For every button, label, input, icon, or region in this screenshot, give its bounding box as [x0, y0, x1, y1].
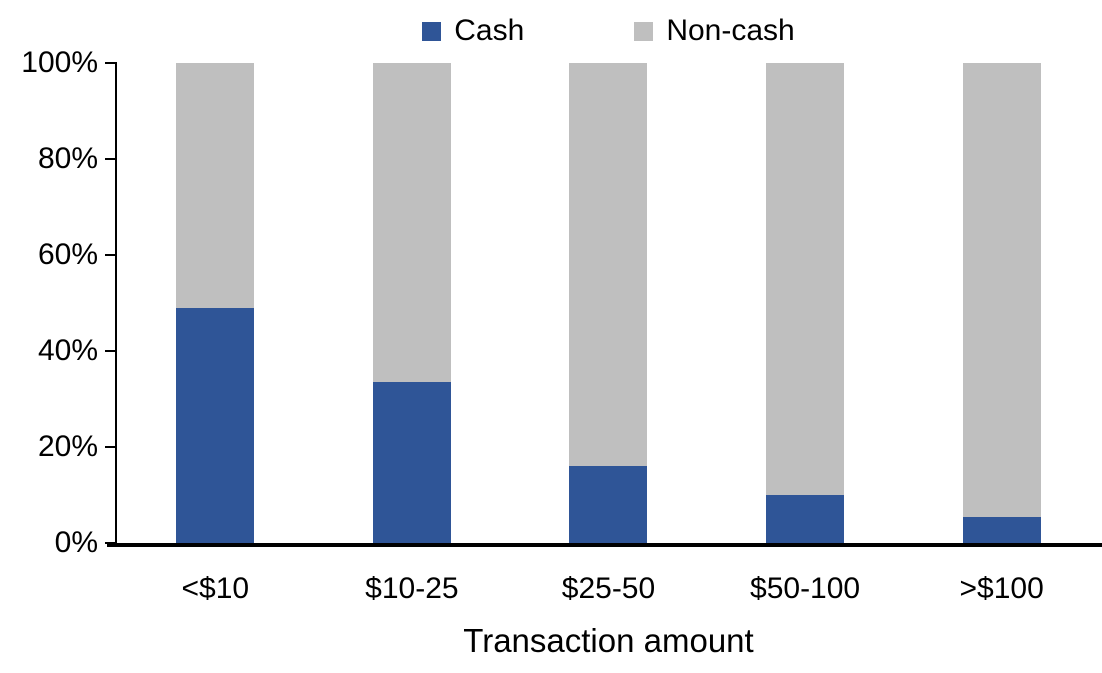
noncash-swatch-icon	[634, 21, 654, 41]
x-axis-line	[107, 543, 1102, 547]
cash-segment	[372, 382, 451, 543]
x-label-50-100: $50-100	[750, 572, 861, 605]
x-label-10-25: $10-25	[365, 572, 459, 605]
legend-item-cash: Cash	[422, 16, 524, 46]
legend-item-noncash: Non-cash	[634, 14, 795, 47]
cash-segment	[766, 495, 845, 543]
x-axis-title: Transaction amount	[463, 622, 754, 659]
noncash-segment	[176, 63, 255, 308]
y-tick-label-40: 40%	[37, 334, 98, 367]
x-label-under-10: <$10	[181, 572, 250, 605]
bar-50-100	[766, 63, 845, 543]
plot-area	[117, 63, 1100, 543]
cash-segment	[962, 516, 1041, 543]
x-label-over-100: >$100	[959, 572, 1044, 605]
bar-over-100	[962, 63, 1041, 543]
y-axis-tick	[105, 254, 117, 256]
y-axis-line	[115, 63, 117, 544]
legend-label-cash: Cash	[454, 14, 525, 47]
y-tick-label-80: 80%	[37, 142, 98, 175]
noncash-segment	[569, 63, 648, 467]
noncash-segment	[766, 63, 845, 495]
y-tick-label-20: 20%	[37, 430, 98, 463]
bar-under-10	[176, 63, 255, 543]
x-axis-labels: <$10 $10-25 $25-50 $50-100 >$100	[117, 572, 1100, 606]
y-axis-tick	[105, 446, 117, 448]
y-tick-label-60: 60%	[37, 238, 98, 271]
cash-segment	[176, 307, 255, 543]
legend-label-noncash: Non-cash	[666, 14, 795, 47]
y-axis-tick	[105, 62, 117, 64]
bar-10-25	[372, 63, 451, 543]
noncash-segment	[372, 63, 451, 383]
bar-25-50	[569, 63, 648, 543]
noncash-segment	[962, 63, 1041, 517]
y-tick-label-100: 100%	[21, 46, 98, 79]
y-axis-tick	[105, 350, 117, 352]
legend: Cash Non-cash	[117, 12, 1100, 50]
cash-swatch-icon	[422, 21, 442, 41]
x-label-25-50: $25-50	[561, 572, 656, 605]
y-tick-label-0: 0%	[54, 526, 98, 559]
y-axis-tick	[105, 158, 117, 160]
cash-segment	[569, 466, 648, 543]
